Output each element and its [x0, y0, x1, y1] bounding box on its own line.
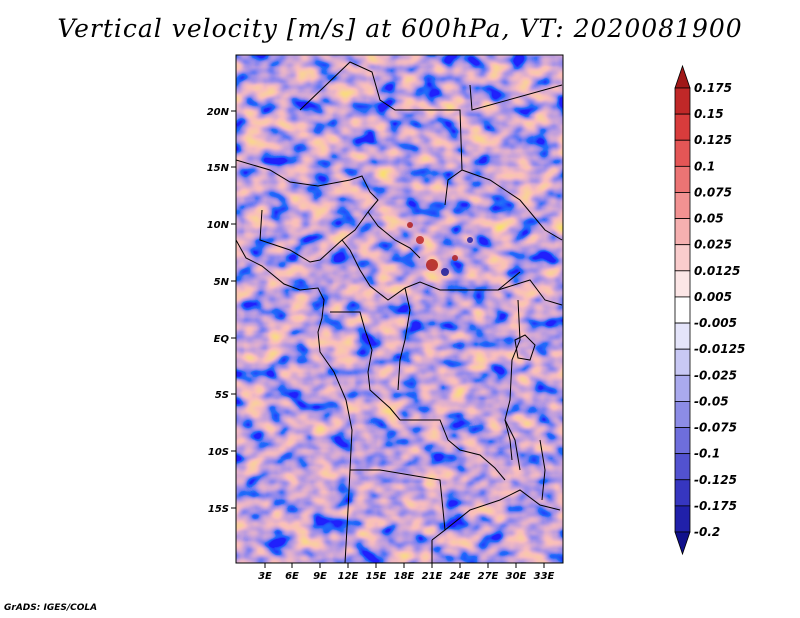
colorbar-arrow-top	[674, 64, 691, 89]
colorbar-label: -0.075	[694, 421, 737, 435]
colorbar-segment	[674, 374, 691, 402]
colorbar-segment	[674, 244, 691, 272]
colorbar-segment	[674, 505, 691, 533]
colorbar-segment	[674, 427, 691, 455]
colorbar-segment	[674, 453, 691, 481]
lat-label: 5S	[215, 390, 229, 401]
lat-label: 15N	[207, 163, 230, 174]
colorbar-segment	[674, 348, 691, 376]
colorbar-labels: 0.175 0.15 0.125 0.1 0.075 0.05 0.025 0.0125 0.0…	[694, 81, 745, 539]
colorbar-segment	[674, 401, 691, 428]
lat-label: 10S	[208, 447, 229, 458]
colorbar-label: 0.05	[694, 212, 724, 226]
colorbar	[674, 64, 691, 556]
lon-label: 33E	[534, 571, 555, 582]
colorbar-label: -0.1	[694, 447, 720, 461]
colorbar-segment	[674, 165, 691, 193]
country-borders	[236, 61, 563, 563]
lon-label: 18E	[394, 571, 415, 582]
colorbar-label: 0.0125	[694, 264, 740, 278]
lat-axis: 20N 15N 10N 5N EQ 5S 10S 15S	[207, 107, 236, 515]
convective-hotspot	[407, 222, 473, 276]
lat-label: EQ	[214, 334, 230, 345]
lat-label: 20N	[207, 107, 230, 118]
lon-label: 15E	[366, 571, 387, 582]
colorbar-label: -0.05	[694, 394, 729, 408]
colorbar-label: -0.125	[694, 473, 737, 487]
colorbar-segment	[674, 479, 691, 507]
colorbar-label: 0.005	[694, 290, 732, 304]
colorbar-segment	[674, 192, 691, 219]
colorbar-label: -0.025	[694, 368, 737, 382]
lon-axis: 3E 6E 9E 12E 15E 18E 21E 24E 27E 30E 33E	[258, 563, 555, 582]
lon-label: 3E	[258, 571, 272, 582]
lon-label: 27E	[478, 571, 499, 582]
colorbar-arrow-bottom	[674, 531, 691, 556]
lon-label: 12E	[338, 571, 359, 582]
lon-label: 24E	[450, 571, 471, 582]
colorbar-label: 0.15	[694, 107, 724, 121]
colorbar-label: 0.025	[694, 238, 732, 252]
colorbar-segment	[674, 218, 691, 246]
colorbar-label: -0.2	[694, 525, 720, 539]
lon-label: 30E	[506, 571, 527, 582]
colorbar-label: 0.125	[694, 133, 732, 147]
lon-label: 9E	[313, 571, 327, 582]
colorbar-label: -0.005	[694, 316, 737, 330]
lat-label: 10N	[207, 220, 230, 231]
lat-label: 15S	[208, 504, 229, 515]
lat-label: 5N	[214, 277, 230, 288]
colorbar-segment	[674, 139, 691, 167]
lon-label: 6E	[285, 571, 299, 582]
colorbar-label: 0.175	[694, 81, 732, 95]
map-frame	[235, 54, 564, 564]
velocity-field	[236, 55, 563, 563]
colorbar-label: -0.0125	[694, 342, 745, 356]
colorbar-label: -0.175	[694, 499, 737, 513]
colorbar-segment	[674, 87, 691, 115]
colorbar-label: 0.1	[694, 159, 715, 173]
colorbar-label: 0.075	[694, 185, 732, 199]
colorbar-segment	[674, 113, 691, 141]
colorbar-segment	[674, 270, 691, 298]
grads-credit: GrADS: IGES/COLA	[4, 603, 98, 613]
lon-label: 21E	[422, 571, 443, 582]
map-title: Vertical velocity [m/s] at 600hPa, VT: 2…	[57, 14, 743, 43]
colorbar-segment	[674, 296, 691, 324]
colorbar-segment	[674, 322, 691, 350]
